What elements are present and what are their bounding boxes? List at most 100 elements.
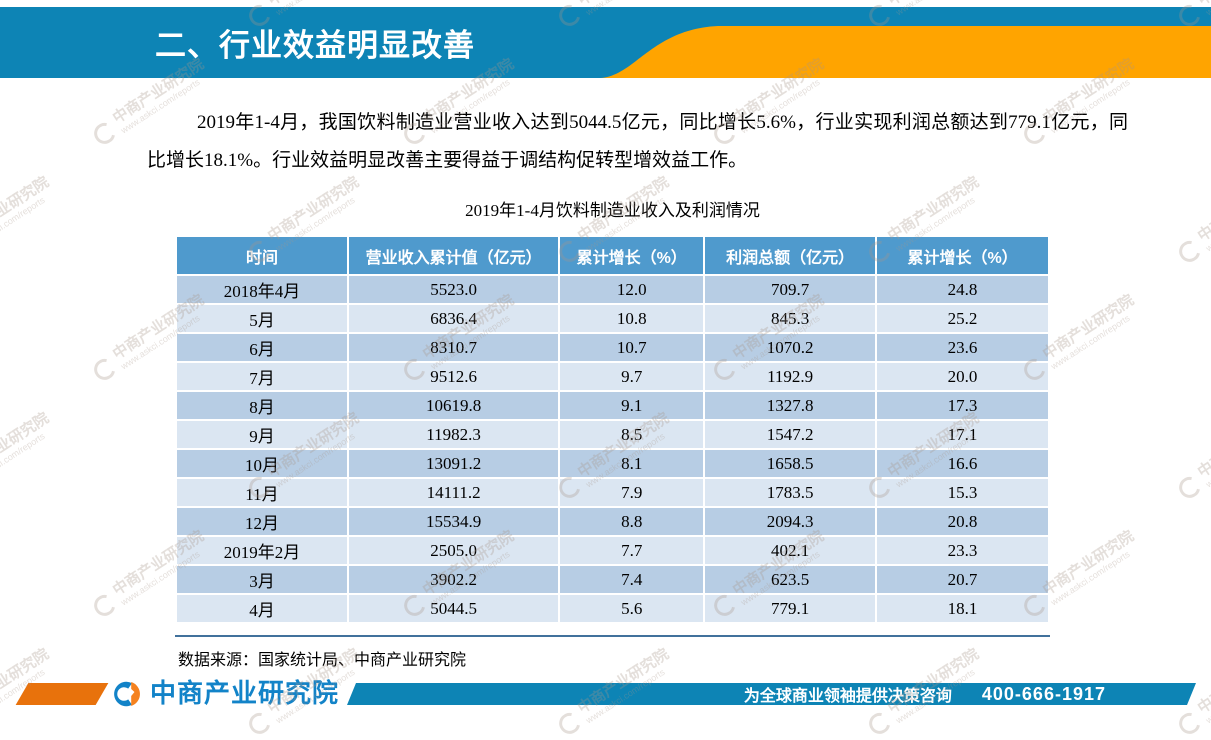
table-cell: 23.6 bbox=[875, 332, 1050, 363]
table-cell: 1192.9 bbox=[703, 361, 878, 392]
table-row: 3月 3902.2 7.4 623.5 20.7 bbox=[175, 564, 1050, 595]
table-row: 12月 15534.9 8.8 2094.3 20.8 bbox=[175, 506, 1050, 537]
table-cell: 14111.2 bbox=[346, 477, 561, 508]
table-cell: 9月 bbox=[175, 419, 349, 450]
table-cell: 2094.3 bbox=[703, 506, 878, 537]
table-title: 2019年1-4月饮料制造业收入及利润情况 bbox=[465, 201, 760, 220]
table-cell: 5月 bbox=[175, 303, 349, 334]
table-cell: 6836.4 bbox=[346, 303, 561, 334]
table-cell: 10月 bbox=[175, 448, 349, 479]
footer-orange-slash bbox=[15, 683, 109, 705]
page-title: 二、行业效益明显改善 bbox=[155, 28, 475, 63]
table-cell: 17.3 bbox=[875, 390, 1050, 421]
table-cell: 5523.0 bbox=[346, 274, 561, 305]
watermark-logo-icon bbox=[245, 708, 275, 738]
table-cell: 845.3 bbox=[703, 303, 878, 334]
table-cell: 8310.7 bbox=[346, 332, 561, 363]
watermark-logo-icon bbox=[555, 708, 585, 738]
column-header: 时间 bbox=[175, 235, 349, 276]
table-cell: 2505.0 bbox=[346, 535, 561, 566]
table-cell: 9512.6 bbox=[346, 361, 561, 392]
table-cell: 25.2 bbox=[875, 303, 1050, 334]
table-cell: 623.5 bbox=[703, 564, 878, 595]
table-cell: 2018年4月 bbox=[175, 274, 349, 305]
table-row: 7月 9512.6 9.7 1192.9 20.0 bbox=[175, 361, 1050, 392]
table-cell: 1547.2 bbox=[703, 419, 878, 450]
source-note: 数据来源：国家统计局、中商产业研究院 bbox=[178, 652, 467, 669]
table-cell: 6月 bbox=[175, 332, 349, 363]
table-cell: 2019年2月 bbox=[175, 535, 349, 566]
footer-slogan: 为全球商业领袖提供决策咨询 bbox=[743, 688, 952, 705]
watermark-logo-icon bbox=[865, 708, 895, 738]
table-header-row: 时间 营业收入累计值（亿元） 累计增长（%） 利润总额（亿元） 累计增长（%） bbox=[175, 235, 1050, 276]
table-cell: 20.8 bbox=[875, 506, 1050, 537]
footer-blue-bar: 为全球商业领袖提供决策咨询 400-666-1917 bbox=[347, 683, 1196, 705]
column-header: 利润总额（亿元） bbox=[703, 235, 878, 276]
table-cell: 18.1 bbox=[875, 593, 1050, 624]
watermark-logo-icon bbox=[90, 118, 120, 148]
company-name: 中商产业研究院 bbox=[150, 678, 340, 708]
top-margin bbox=[0, 0, 1211, 7]
table-cell: 3902.2 bbox=[346, 564, 561, 595]
watermark-logo-icon bbox=[1175, 708, 1205, 738]
table-row: 4月 5044.5 5.6 779.1 18.1 bbox=[175, 593, 1050, 624]
table-cell: 8.5 bbox=[558, 419, 706, 450]
footer-phone: 400-666-1917 bbox=[981, 683, 1106, 704]
table-bottom-rule bbox=[175, 635, 1050, 637]
table-cell: 8.1 bbox=[558, 448, 706, 479]
watermark-logo-icon bbox=[1175, 236, 1205, 266]
table-cell: 8月 bbox=[175, 390, 349, 421]
table-cell: 10619.8 bbox=[346, 390, 561, 421]
table-row: 11月 14111.2 7.9 1783.5 15.3 bbox=[175, 477, 1050, 508]
table-cell: 1327.8 bbox=[703, 390, 878, 421]
column-header: 营业收入累计值（亿元） bbox=[346, 235, 561, 276]
table-cell: 1658.5 bbox=[703, 448, 878, 479]
footer-bar: 中商产业研究院 为全球商业领袖提供决策咨询 400-666-1917 bbox=[0, 679, 1211, 707]
column-header: 累计增长（%） bbox=[558, 235, 706, 276]
table-cell: 8.8 bbox=[558, 506, 706, 537]
table-cell: 4月 bbox=[175, 593, 349, 624]
table-cell: 7.4 bbox=[558, 564, 706, 595]
table-cell: 11982.3 bbox=[346, 419, 561, 450]
table-cell: 23.3 bbox=[875, 535, 1050, 566]
table-cell: 7月 bbox=[175, 361, 349, 392]
table-cell: 17.1 bbox=[875, 419, 1050, 450]
table-cell: 12月 bbox=[175, 506, 349, 537]
table-cell: 9.1 bbox=[558, 390, 706, 421]
table-cell: 11月 bbox=[175, 477, 349, 508]
table-cell: 1783.5 bbox=[703, 477, 878, 508]
table-cell: 12.0 bbox=[558, 274, 706, 305]
watermark-logo-icon bbox=[1175, 472, 1205, 502]
table-row: 10月 13091.2 8.1 1658.5 16.6 bbox=[175, 448, 1050, 479]
watermark-logo-icon bbox=[90, 590, 120, 620]
table-row: 8月 10619.8 9.1 1327.8 17.3 bbox=[175, 390, 1050, 421]
table-cell: 13091.2 bbox=[346, 448, 561, 479]
table-cell: 7.9 bbox=[558, 477, 706, 508]
table-cell: 10.7 bbox=[558, 332, 706, 363]
table-row: 9月 11982.3 8.5 1547.2 17.1 bbox=[175, 419, 1050, 450]
company-logo-icon bbox=[114, 681, 140, 707]
table-cell: 1070.2 bbox=[703, 332, 878, 363]
table-row: 6月 8310.7 10.7 1070.2 23.6 bbox=[175, 332, 1050, 363]
table-cell: 20.7 bbox=[875, 564, 1050, 595]
header-wave-shape bbox=[600, 26, 1211, 78]
table-row: 2018年4月 5523.0 12.0 709.7 24.8 bbox=[175, 274, 1050, 305]
table-cell: 5.6 bbox=[558, 593, 706, 624]
data-table: 时间 营业收入累计值（亿元） 累计增长（%） 利润总额（亿元） 累计增长（%） 2018… bbox=[175, 235, 1050, 624]
watermark-logo-icon bbox=[90, 354, 120, 384]
table-row: 2019年2月 2505.0 7.7 402.1 23.3 bbox=[175, 535, 1050, 566]
table-cell: 779.1 bbox=[703, 593, 878, 624]
table-body: 2018年4月 5523.0 12.0 709.7 24.8 5月 6836.4 10.8 84… bbox=[175, 274, 1050, 624]
table-cell: 5044.5 bbox=[346, 593, 561, 624]
table-cell: 24.8 bbox=[875, 274, 1050, 305]
header-band: 二、行业效益明显改善 bbox=[0, 7, 1211, 78]
body-paragraph: 2019年1-4月，我国饮料制造业营业收入达到5044.5亿元，同比增长5.6%… bbox=[147, 112, 1128, 171]
table-cell: 16.6 bbox=[875, 448, 1050, 479]
table-cell: 9.7 bbox=[558, 361, 706, 392]
table-cell: 709.7 bbox=[703, 274, 878, 305]
table-cell: 7.7 bbox=[558, 535, 706, 566]
